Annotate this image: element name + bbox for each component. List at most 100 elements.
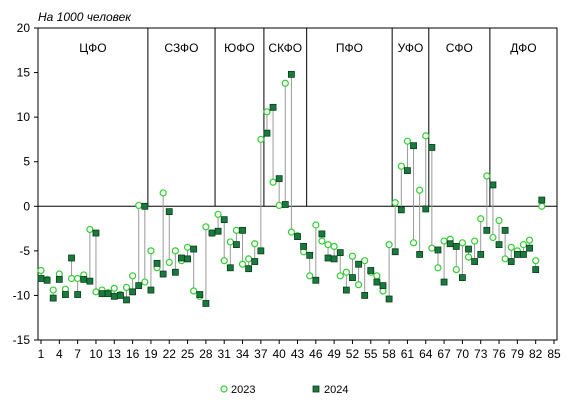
point-2024 xyxy=(245,265,253,273)
x-tick-label: 13 xyxy=(108,347,122,361)
x-tick-label: 52 xyxy=(346,347,360,361)
point-2024 xyxy=(538,196,546,204)
x-tick-label: 46 xyxy=(309,347,323,361)
point-2024 xyxy=(147,286,155,294)
point-2023 xyxy=(86,225,94,234)
point-2023 xyxy=(49,286,57,294)
x-tick-label: 19 xyxy=(144,347,158,361)
point-2024 xyxy=(342,286,350,294)
point-2024 xyxy=(86,277,94,285)
point-2024 xyxy=(513,251,521,258)
point-2024 xyxy=(477,251,485,258)
point-2024 xyxy=(446,240,454,248)
y-tick-label: 20 xyxy=(17,21,31,35)
x-tick-label: 85 xyxy=(547,347,561,361)
point-2024 xyxy=(226,264,234,272)
point-2024 xyxy=(263,129,271,137)
unit-label: На 1000 человек xyxy=(38,10,132,24)
point-2023 xyxy=(538,202,546,210)
point-2023 xyxy=(385,241,393,249)
point-2024 xyxy=(43,276,51,284)
point-2023 xyxy=(183,243,192,251)
point-2023 xyxy=(245,255,253,263)
point-2024 xyxy=(123,296,130,304)
point-2023 xyxy=(110,284,118,292)
point-2023 xyxy=(507,243,515,251)
y-tick-label: 0 xyxy=(23,199,30,213)
point-2023 xyxy=(287,228,295,236)
district-label: СКФО xyxy=(268,41,302,55)
x-tick-label: 1 xyxy=(38,347,45,361)
district-label: ПФО xyxy=(336,41,363,55)
point-2023 xyxy=(434,264,442,272)
point-2023 xyxy=(226,238,234,246)
point-2023 xyxy=(354,281,363,289)
x-tick-label: 4 xyxy=(56,347,63,361)
point-2024 xyxy=(324,254,332,262)
point-2024 xyxy=(55,275,63,283)
point-2024 xyxy=(300,242,308,250)
point-2023 xyxy=(428,244,436,252)
point-2024 xyxy=(196,291,204,298)
y-tick-label: -5 xyxy=(19,244,30,258)
point-2023 xyxy=(232,226,241,234)
point-2024 xyxy=(184,255,191,263)
point-2024 xyxy=(458,274,466,282)
point-2024 xyxy=(171,268,179,276)
point-2024 xyxy=(287,70,295,78)
point-2023 xyxy=(257,135,265,144)
point-2023 xyxy=(348,252,357,260)
legend: 2023 2024 xyxy=(220,384,348,396)
district-label: ЦФО xyxy=(79,41,106,55)
district-labels: ЦФО СЗФО ЮФО СКФО ПФО УФО СФО ДФО xyxy=(79,28,537,207)
point-2024 xyxy=(318,230,326,238)
point-2024 xyxy=(349,274,356,282)
point-2024 xyxy=(501,226,509,234)
point-2023 xyxy=(471,237,479,245)
point-2023 xyxy=(477,215,485,223)
point-2023 xyxy=(306,272,314,280)
point-2023 xyxy=(489,233,497,242)
point-2024 xyxy=(404,167,411,175)
point-2023 xyxy=(324,241,332,249)
point-2024 xyxy=(483,226,491,234)
point-2023 xyxy=(74,274,82,283)
point-2024 xyxy=(80,275,88,283)
point-2023 xyxy=(122,283,131,292)
point-2024 xyxy=(471,258,479,265)
x-tick-label: 40 xyxy=(272,347,286,361)
point-2024 xyxy=(379,282,387,290)
point-2023 xyxy=(318,237,326,245)
point-2023 xyxy=(269,178,277,186)
point-2024 xyxy=(92,229,100,237)
point-2024 xyxy=(330,255,338,263)
district-label: УФО xyxy=(398,41,424,55)
point-2023 xyxy=(159,189,167,197)
legend-marker-2023 xyxy=(220,385,228,393)
legend-marker-2024 xyxy=(312,385,320,393)
point-2024 xyxy=(68,254,75,262)
y-tick-label: 10 xyxy=(17,110,31,124)
point-2023 xyxy=(165,258,173,267)
point-2023 xyxy=(171,247,179,255)
point-2024 xyxy=(361,292,369,299)
point-2024 xyxy=(165,208,173,216)
point-2024 xyxy=(367,267,375,274)
point-2023 xyxy=(483,172,491,180)
x-tick-label: 25 xyxy=(181,347,195,361)
y-tick-label: -10 xyxy=(13,288,31,302)
point-2024 xyxy=(190,245,198,253)
point-2024 xyxy=(208,229,216,237)
point-2024 xyxy=(526,244,533,252)
point-2024 xyxy=(520,251,527,258)
point-2024 xyxy=(62,291,69,298)
y-tick-label: -15 xyxy=(13,333,31,347)
x-tick-label: 67 xyxy=(437,347,451,361)
legend-label-2023: 2023 xyxy=(231,384,255,396)
point-2023 xyxy=(141,278,149,286)
point-2023 xyxy=(409,239,418,247)
point-2024 xyxy=(294,233,301,240)
point-2023 xyxy=(458,239,466,247)
point-2023 xyxy=(403,137,412,145)
